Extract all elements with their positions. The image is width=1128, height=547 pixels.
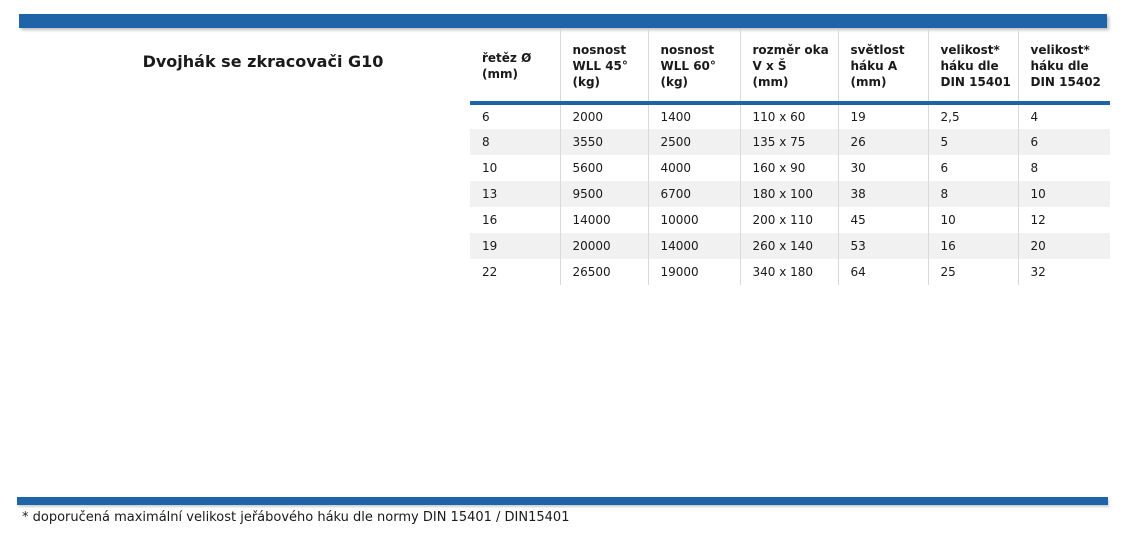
table-cell: 3550	[559, 129, 648, 155]
column-header: řetěz Ø (mm)	[470, 30, 560, 105]
table-row: 10 5600 4000 160 x 90 30 6 8	[470, 155, 1110, 181]
column-header: světlost háku A (mm)	[837, 30, 928, 105]
table-cell: 16	[927, 233, 1018, 259]
table-cell: 6700	[647, 181, 740, 207]
table-cell: 8	[927, 181, 1018, 207]
table-cell: 9500	[559, 181, 648, 207]
table-cell: 19	[482, 239, 498, 253]
table-cell: 19	[837, 103, 928, 129]
table-cell: 26	[837, 129, 928, 155]
table-cell: 10	[927, 207, 1018, 233]
table-cell: 1400	[647, 103, 740, 129]
table-cell: 110 x 60	[739, 103, 838, 129]
table-body: 6 2000 1400 110 x 60 19 2,5 4 8 3550 2500 135 x 75…	[470, 103, 1110, 285]
table-row: 16 14000 10000 200 x 110 45 10 12	[470, 207, 1110, 233]
table-cell: 180 x 100	[739, 181, 838, 207]
table-cell: 25	[927, 259, 1018, 285]
page-title: Dvojhák se zkracovači G10	[142, 52, 384, 71]
table-cell: 8	[482, 135, 490, 149]
table-cell: 12	[1017, 207, 1110, 233]
table-cell: 4000	[647, 155, 740, 181]
table-cell: 10000	[647, 207, 740, 233]
table-cell: 64	[837, 259, 928, 285]
table-row: 19 20000 14000 260 x 140 53 16 20	[470, 233, 1110, 259]
table-cell: 32	[1017, 259, 1110, 285]
table-row: 8 3550 2500 135 x 75 26 5 6	[470, 129, 1110, 155]
table-cell: 6	[1017, 129, 1110, 155]
table-cell: 340 x 180	[739, 259, 838, 285]
table-cell: 38	[837, 181, 928, 207]
column-header: rozměr oka V x Š (mm)	[739, 30, 838, 105]
table-cell: 2,5	[927, 103, 1018, 129]
table-row: 6 2000 1400 110 x 60 19 2,5 4	[470, 103, 1110, 129]
column-header: nosnost WLL 60° (kg)	[647, 30, 740, 105]
table-cell: 200 x 110	[739, 207, 838, 233]
table-row: 22 26500 19000 340 x 180 64 25 32	[470, 259, 1110, 285]
table-cell: 13	[482, 187, 498, 201]
table-cell: 16	[482, 213, 498, 227]
table-cell: 160 x 90	[739, 155, 838, 181]
table-cell: 20000	[559, 233, 648, 259]
column-header: nosnost WLL 45° (kg)	[559, 30, 648, 105]
top-accent-bar	[19, 14, 1107, 28]
table-cell: 14000	[647, 233, 740, 259]
table-cell: 4	[1017, 103, 1110, 129]
table-cell: 10	[482, 161, 498, 175]
table-cell: 26500	[559, 259, 648, 285]
table-cell: 2500	[647, 129, 740, 155]
column-header: velikost* háku dle DIN 15402	[1017, 30, 1110, 105]
table-cell: 2000	[559, 103, 648, 129]
table-cell: 6	[927, 155, 1018, 181]
table-cell: 260 x 140	[739, 233, 838, 259]
table-cell: 45	[837, 207, 928, 233]
table-cell: 20	[1017, 233, 1110, 259]
table-cell: 14000	[559, 207, 648, 233]
footnote: * doporučená maximální velikost jeřábové…	[22, 510, 570, 525]
table-cell: 53	[837, 233, 928, 259]
table-cell: 5600	[559, 155, 648, 181]
table-cell: 135 x 75	[739, 129, 838, 155]
spec-table: řetěz Ø (mm) nosnost WLL 45° (kg) nosnost …	[470, 30, 1110, 285]
column-header: velikost* háku dle DIN 15401	[927, 30, 1018, 105]
table-cell: 5	[927, 129, 1018, 155]
table-cell: 22	[482, 265, 498, 279]
table-cell: 19000	[647, 259, 740, 285]
table-cell: 6	[482, 110, 490, 124]
table-cell: 30	[837, 155, 928, 181]
bottom-accent-bar	[17, 497, 1108, 505]
header-row: řetěz Ø (mm) nosnost WLL 45° (kg) nosnost …	[470, 30, 1110, 105]
table-cell: 8	[1017, 155, 1110, 181]
table-row: 13 9500 6700 180 x 100 38 8 10	[470, 181, 1110, 207]
table-cell: 10	[1017, 181, 1110, 207]
